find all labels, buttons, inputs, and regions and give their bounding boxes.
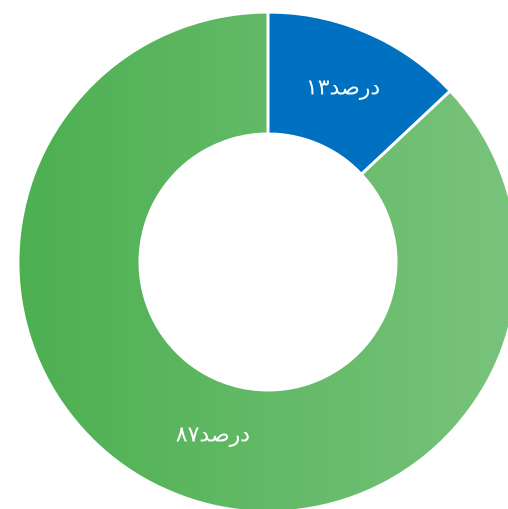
donut-slice	[16, 10, 508, 509]
slice-label: ۱۳درصد	[306, 76, 380, 101]
slice-label: ۸۷درصد	[176, 422, 250, 447]
